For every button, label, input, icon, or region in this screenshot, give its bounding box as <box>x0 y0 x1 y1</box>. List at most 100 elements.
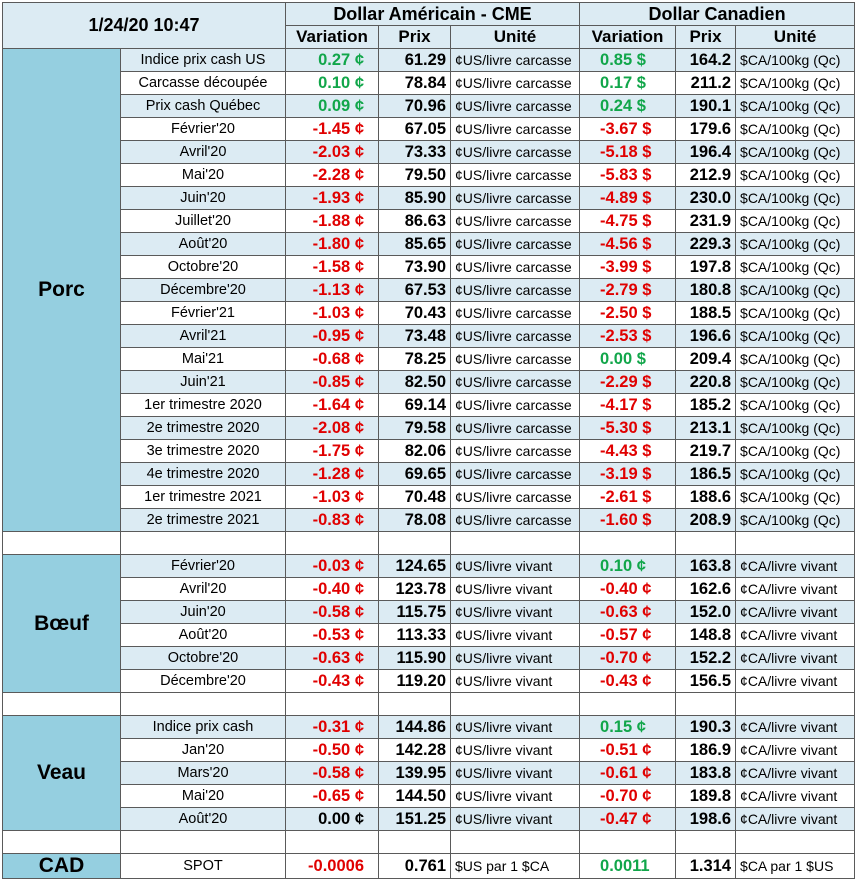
usd-variation: -0.65 ¢ <box>285 784 379 808</box>
usd-variation: 0.00 ¢ <box>285 807 379 831</box>
usd-unite-header: Unité <box>449 25 581 49</box>
usd-price: 78.25 <box>378 347 451 371</box>
usd-price: 67.53 <box>378 278 451 302</box>
usd-unit: ¢US/livre carcasse <box>449 416 581 440</box>
usd-unit: ¢US/livre vivant <box>449 807 581 831</box>
spacer-cell <box>675 531 737 555</box>
spacer-cell <box>2 531 121 555</box>
cad-price: 196.6 <box>675 324 737 348</box>
row-label: Février'20 <box>120 554 286 578</box>
section-spacer <box>2 531 856 555</box>
cad-price: 152.2 <box>675 646 737 670</box>
cad-variation: -2.61 $ <box>579 485 677 509</box>
row-label: 3e trimestre 2020 <box>120 439 286 463</box>
usd-variation: -0.43 ¢ <box>285 669 379 693</box>
cad-variation: -0.70 ¢ <box>579 784 677 808</box>
row-label: Mai'21 <box>120 347 286 371</box>
table-row: Mai'20 -0.65 ¢ 144.50 ¢US/livre vivant -0.70… <box>3 784 856 808</box>
usd-price: 82.06 <box>378 439 451 463</box>
usd-variation: -2.28 ¢ <box>285 163 379 187</box>
usd-unit: ¢US/livre carcasse <box>449 508 581 532</box>
spacer-cell <box>378 531 451 555</box>
cad-variation: -0.61 ¢ <box>579 761 677 785</box>
usd-variation: -1.88 ¢ <box>285 209 379 233</box>
usd-unit: ¢US/livre vivant <box>449 600 581 624</box>
cad-variation: -2.79 $ <box>579 278 677 302</box>
row-label: Juin'20 <box>120 186 286 210</box>
spacer-cell <box>579 830 677 854</box>
usd-unit: ¢US/livre carcasse <box>449 393 581 417</box>
row-label: Mai'20 <box>120 784 286 808</box>
usd-price: 73.90 <box>378 255 451 279</box>
usd-unit: $US par 1 $CA <box>449 853 581 879</box>
cad-variation: -1.60 $ <box>579 508 677 532</box>
usd-price: 85.90 <box>378 186 451 210</box>
cad-unit: $CA/100kg (Qc) <box>735 347 856 371</box>
table-row: 2e trimestre 2020 -2.08 ¢ 79.58 ¢US/livre c… <box>3 416 856 440</box>
table-row: Août'20 0.00 ¢ 151.25 ¢US/livre vivant -0.47… <box>3 807 856 831</box>
usd-unit: ¢US/livre vivant <box>449 623 581 647</box>
cad-unit: $CA/100kg (Qc) <box>735 485 856 509</box>
row-label: 1er trimestre 2020 <box>120 393 286 417</box>
usd-variation: -0.63 ¢ <box>285 646 379 670</box>
usd-unit: ¢US/livre carcasse <box>449 255 581 279</box>
usd-variation: -1.58 ¢ <box>285 255 379 279</box>
cad-price: 189.8 <box>675 784 737 808</box>
usd-variation: 0.09 ¢ <box>285 94 379 118</box>
cad-unit: $CA/100kg (Qc) <box>735 508 856 532</box>
usd-price: 124.65 <box>378 554 451 578</box>
table-row: Juin'20 -0.58 ¢ 115.75 ¢US/livre vivant -0.6… <box>3 600 856 624</box>
table-row: Août'20 -1.80 ¢ 85.65 ¢US/livre carcasse -4.… <box>3 232 856 256</box>
spacer-cell <box>579 531 677 555</box>
row-label: Décembre'20 <box>120 278 286 302</box>
usd-price: 79.50 <box>378 163 451 187</box>
usd-unit: ¢US/livre carcasse <box>449 140 581 164</box>
usd-unit: ¢US/livre carcasse <box>449 186 581 210</box>
row-label: 4e trimestre 2020 <box>120 462 286 486</box>
usd-unit: ¢US/livre carcasse <box>449 71 581 95</box>
spacer-cell <box>378 830 451 854</box>
usd-unit: ¢US/livre vivant <box>449 669 581 693</box>
usd-price: 0.761 <box>378 853 451 879</box>
cad-variation: -0.47 ¢ <box>579 807 677 831</box>
cad-variation: -2.50 $ <box>579 301 677 325</box>
spacer-cell <box>735 830 856 854</box>
category-label: Porc <box>2 48 121 532</box>
row-label: Avril'20 <box>120 577 286 601</box>
header-row-top: 1/24/20 10:47 Dollar Américain - CME Dol… <box>2 2 856 49</box>
row-label: Mars'20 <box>120 761 286 785</box>
cad-unit: $CA/100kg (Qc) <box>735 370 856 394</box>
cad-unit: $CA/100kg (Qc) <box>735 393 856 417</box>
usd-variation: -1.64 ¢ <box>285 393 379 417</box>
usd-price: 73.33 <box>378 140 451 164</box>
table-row: 2e trimestre 2021 -0.83 ¢ 78.08 ¢US/livre c… <box>3 508 856 532</box>
cad-unit: ¢CA/livre vivant <box>735 761 856 785</box>
cad-unit: ¢CA/livre vivant <box>735 807 856 831</box>
usd-variation: -0.53 ¢ <box>285 623 379 647</box>
row-label: Jan'20 <box>120 738 286 762</box>
usd-unit: ¢US/livre carcasse <box>449 278 581 302</box>
usd-unit: ¢US/livre carcasse <box>449 163 581 187</box>
usd-variation: -1.45 ¢ <box>285 117 379 141</box>
usd-price: 115.90 <box>378 646 451 670</box>
cad-variation: -0.43 ¢ <box>579 669 677 693</box>
spacer-cell <box>675 830 737 854</box>
usd-price: 142.28 <box>378 738 451 762</box>
table-row: Mars'20 -0.58 ¢ 139.95 ¢US/livre vivant -0.6… <box>3 761 856 785</box>
cad-variation: -0.40 ¢ <box>579 577 677 601</box>
usd-variation: -0.58 ¢ <box>285 600 379 624</box>
cad-unit: $CA/100kg (Qc) <box>735 71 856 95</box>
table-row: Octobre'20 -1.58 ¢ 73.90 ¢US/livre carcasse… <box>3 255 856 279</box>
row-label: 1er trimestre 2021 <box>120 485 286 509</box>
usd-price: 119.20 <box>378 669 451 693</box>
cad-price: 211.2 <box>675 71 737 95</box>
cad-variation: 0.15 ¢ <box>579 715 677 739</box>
usd-unit: ¢US/livre carcasse <box>449 48 581 72</box>
usd-variation: -1.75 ¢ <box>285 439 379 463</box>
cad-variation: 0.24 $ <box>579 94 677 118</box>
usd-variation: -0.95 ¢ <box>285 324 379 348</box>
usd-unit: ¢US/livre carcasse <box>449 94 581 118</box>
usd-unit: ¢US/livre carcasse <box>449 347 581 371</box>
cad-price: 186.5 <box>675 462 737 486</box>
usd-price: 73.48 <box>378 324 451 348</box>
